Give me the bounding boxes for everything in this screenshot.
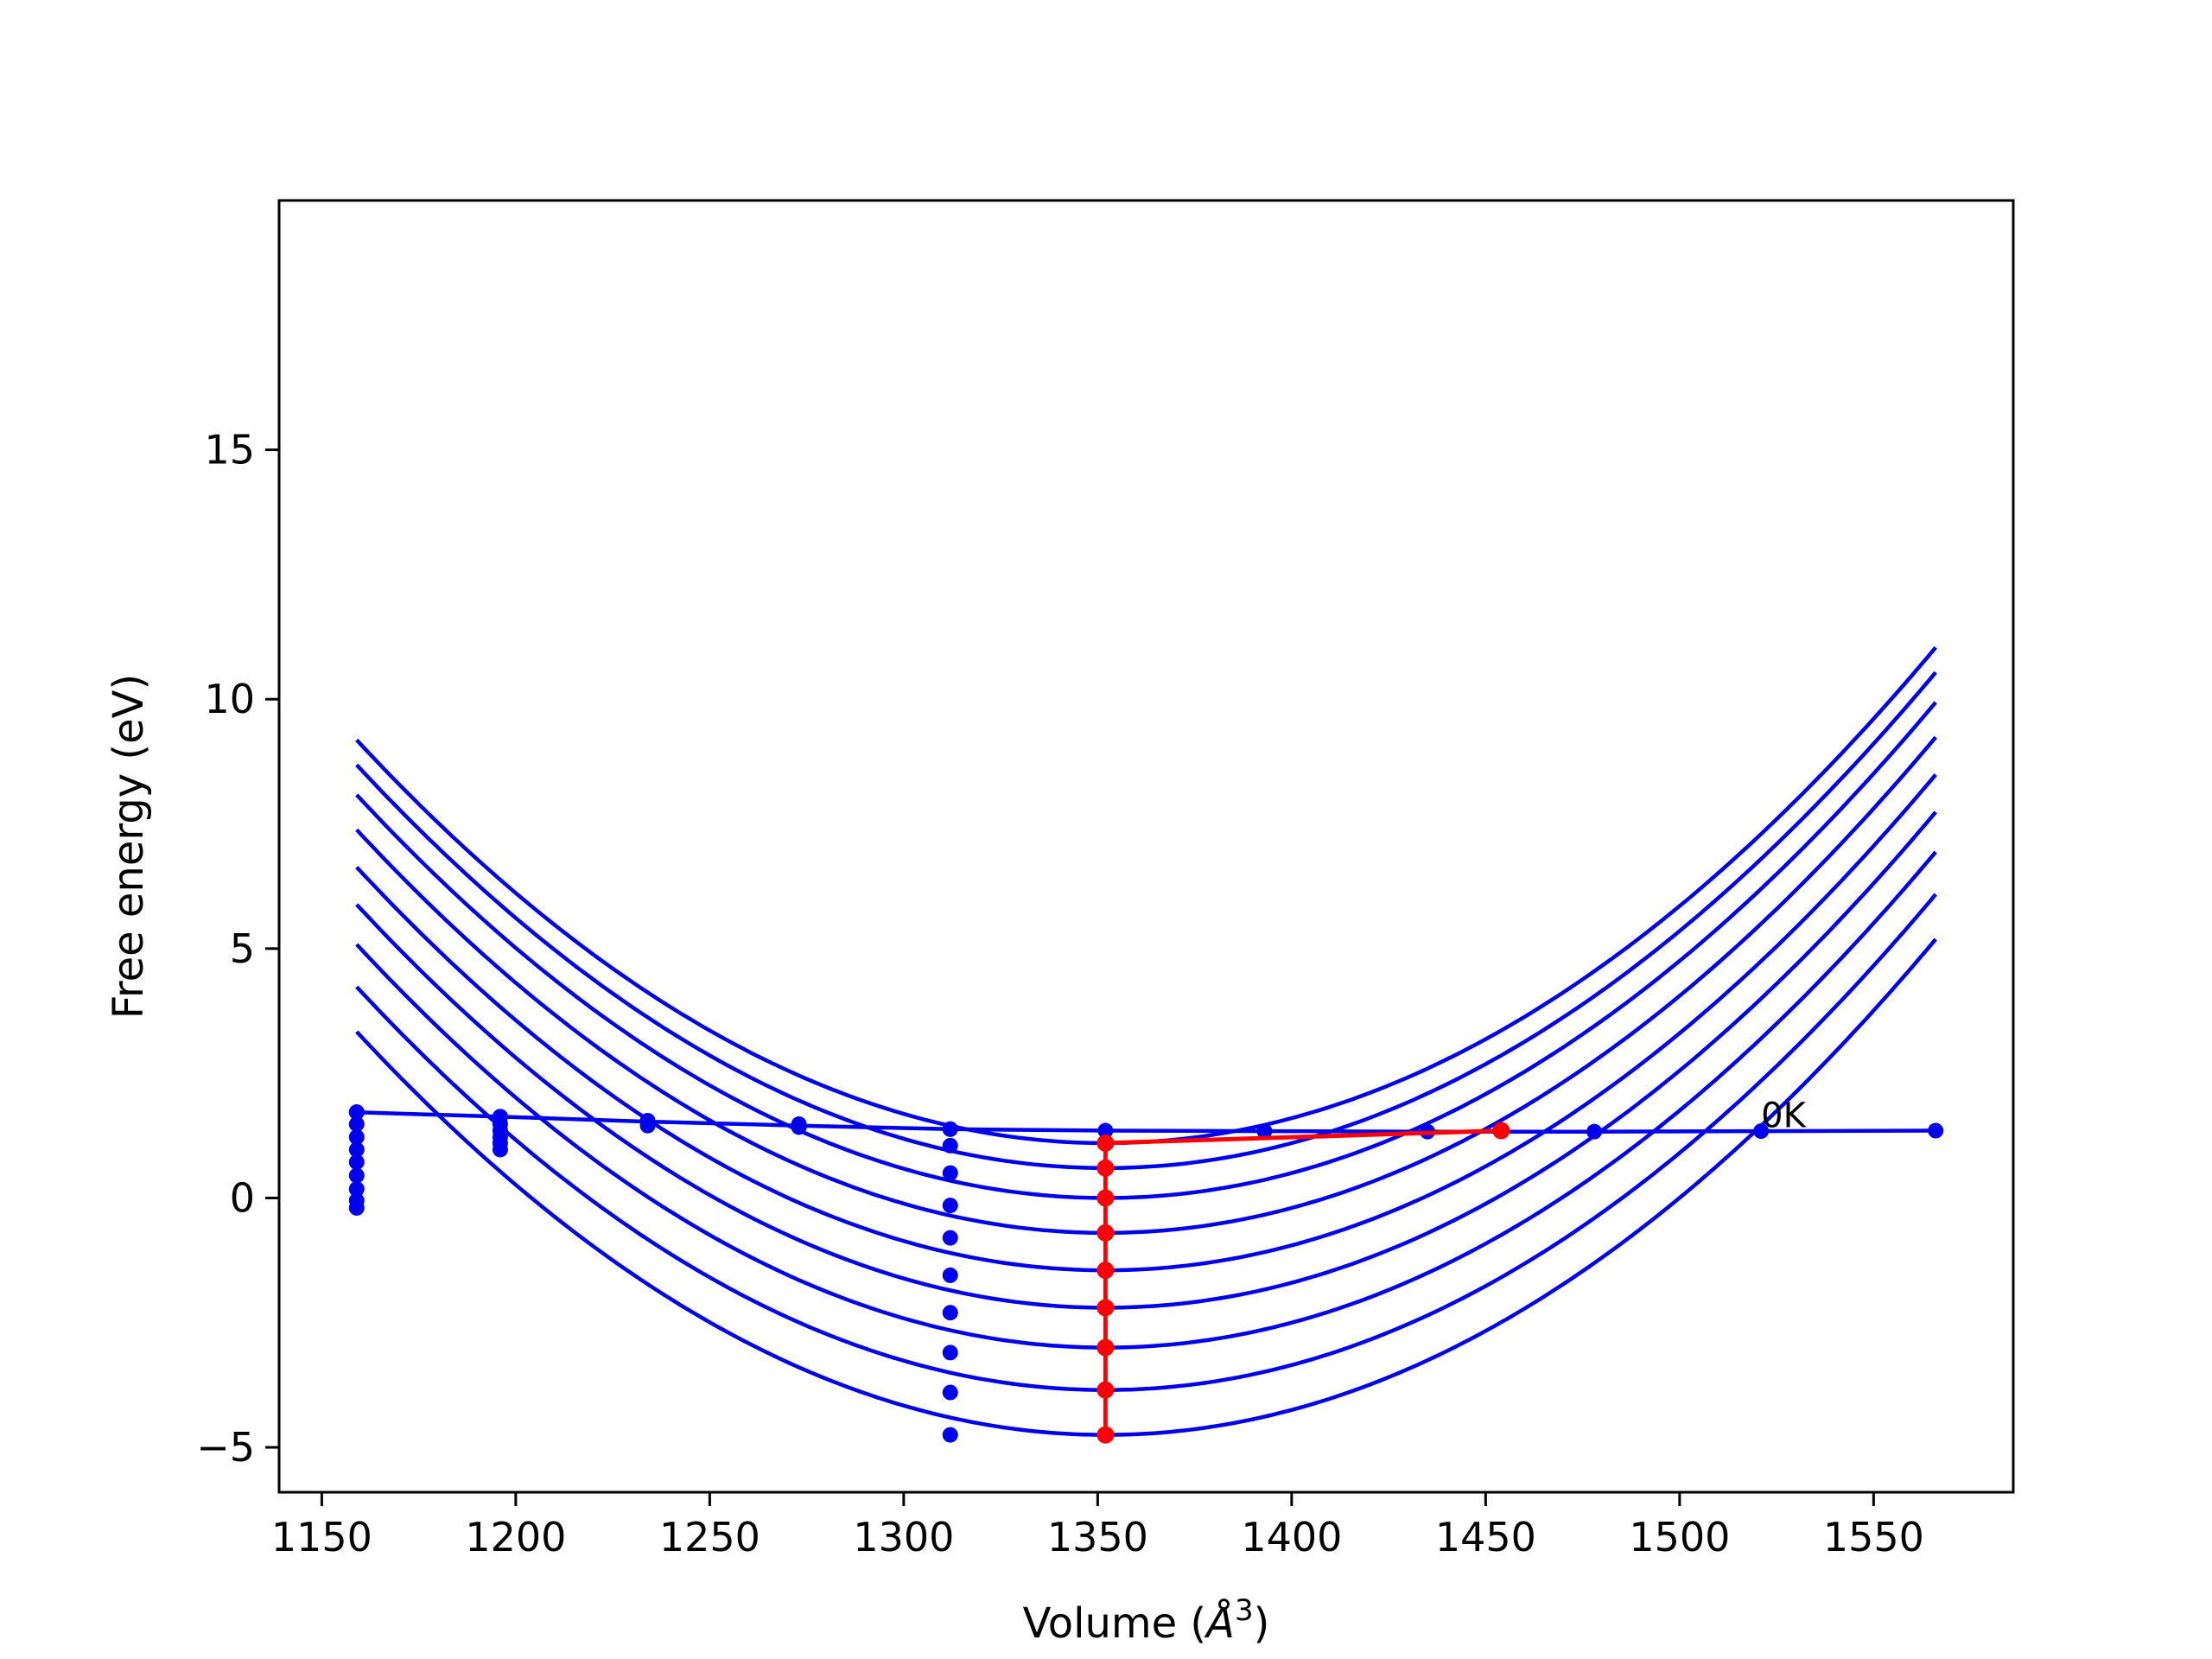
scatter-point [942,1305,958,1321]
scatter-point [492,1141,508,1158]
equilibrium-point [1096,1262,1115,1280]
scatter-point [791,1119,807,1135]
scatter-point [942,1198,958,1214]
baseline-point [1753,1123,1770,1140]
equilibrium-point [1096,1134,1115,1152]
x-tick-label: 1550 [1823,1514,1924,1560]
scatter-point [942,1267,958,1283]
annotation-0k: 0K [1761,1096,1807,1136]
scatter-point [639,1117,656,1134]
scatter-point [942,1137,958,1154]
scatter-point [942,1344,958,1361]
scatter-point [348,1154,365,1170]
equilibrium-point [1096,1381,1115,1399]
x-tick-label: 1450 [1435,1514,1536,1560]
equilibrium-point [1492,1122,1510,1140]
plot-area [348,645,1944,1444]
curve-line-1 [355,671,1937,1171]
equilibrium-path-line [1103,1128,1502,1435]
baseline-point [1256,1123,1273,1140]
baseline-point [1097,1122,1114,1139]
equilibrium-point [1096,1224,1115,1242]
equilibrium-point [1096,1426,1115,1444]
x-tick-label: 1400 [1241,1514,1342,1560]
x-tick-label: 1200 [465,1514,566,1560]
curve-line-4 [355,773,1937,1273]
y-tick-label: 15 [204,427,255,474]
equilibrium-point [1096,1189,1115,1207]
y-tick-label: 5 [230,925,255,972]
scatter-point [348,1116,365,1133]
x-tick-label: 1150 [271,1514,372,1560]
scatter-point [942,1384,958,1401]
x-axis-label: Volume (Å3) [1023,1593,1270,1648]
x-tick-label: 1500 [1629,1514,1730,1560]
scatter-point [942,1121,958,1137]
y-tick-label: 10 [204,676,255,722]
x-axis: 1150 1200 1250 1300 1350 1400 1450 1500 1550 [271,1492,1924,1560]
baseline-point [1586,1123,1603,1140]
scatter-point [348,1167,365,1184]
curve-line-7 [355,893,1937,1392]
y-tick-label: −5 [196,1424,255,1471]
scatter-point [942,1165,958,1181]
scatter-point [348,1199,365,1216]
equilibrium-point [1096,1338,1115,1357]
y-tick-label: 0 [230,1174,255,1221]
curve-line-8 [355,938,1937,1437]
x-tick-label: 1250 [659,1514,760,1560]
scatter-point [348,1181,365,1198]
equilibrium-point [1096,1159,1115,1177]
curve-line-2 [355,701,1937,1200]
axes-frame [277,199,2015,1494]
scatter-point [942,1230,958,1246]
scatter-point [348,1104,365,1121]
x-tick-label: 1350 [1047,1514,1148,1560]
curve-line-5 [355,810,1937,1310]
y-axis-label: Free energy (eV) [105,674,153,1019]
scatter-point [348,1129,365,1146]
equilibrium-point [1096,1299,1115,1317]
scatter-point [942,1427,958,1443]
curve-line-6 [355,850,1937,1350]
scatter-point [348,1141,365,1158]
baseline-point [1928,1122,1944,1139]
y-axis: −5 0 5 10 15 [196,427,279,1471]
x-tick-label: 1300 [853,1514,954,1560]
curve-line-3 [355,735,1937,1236]
